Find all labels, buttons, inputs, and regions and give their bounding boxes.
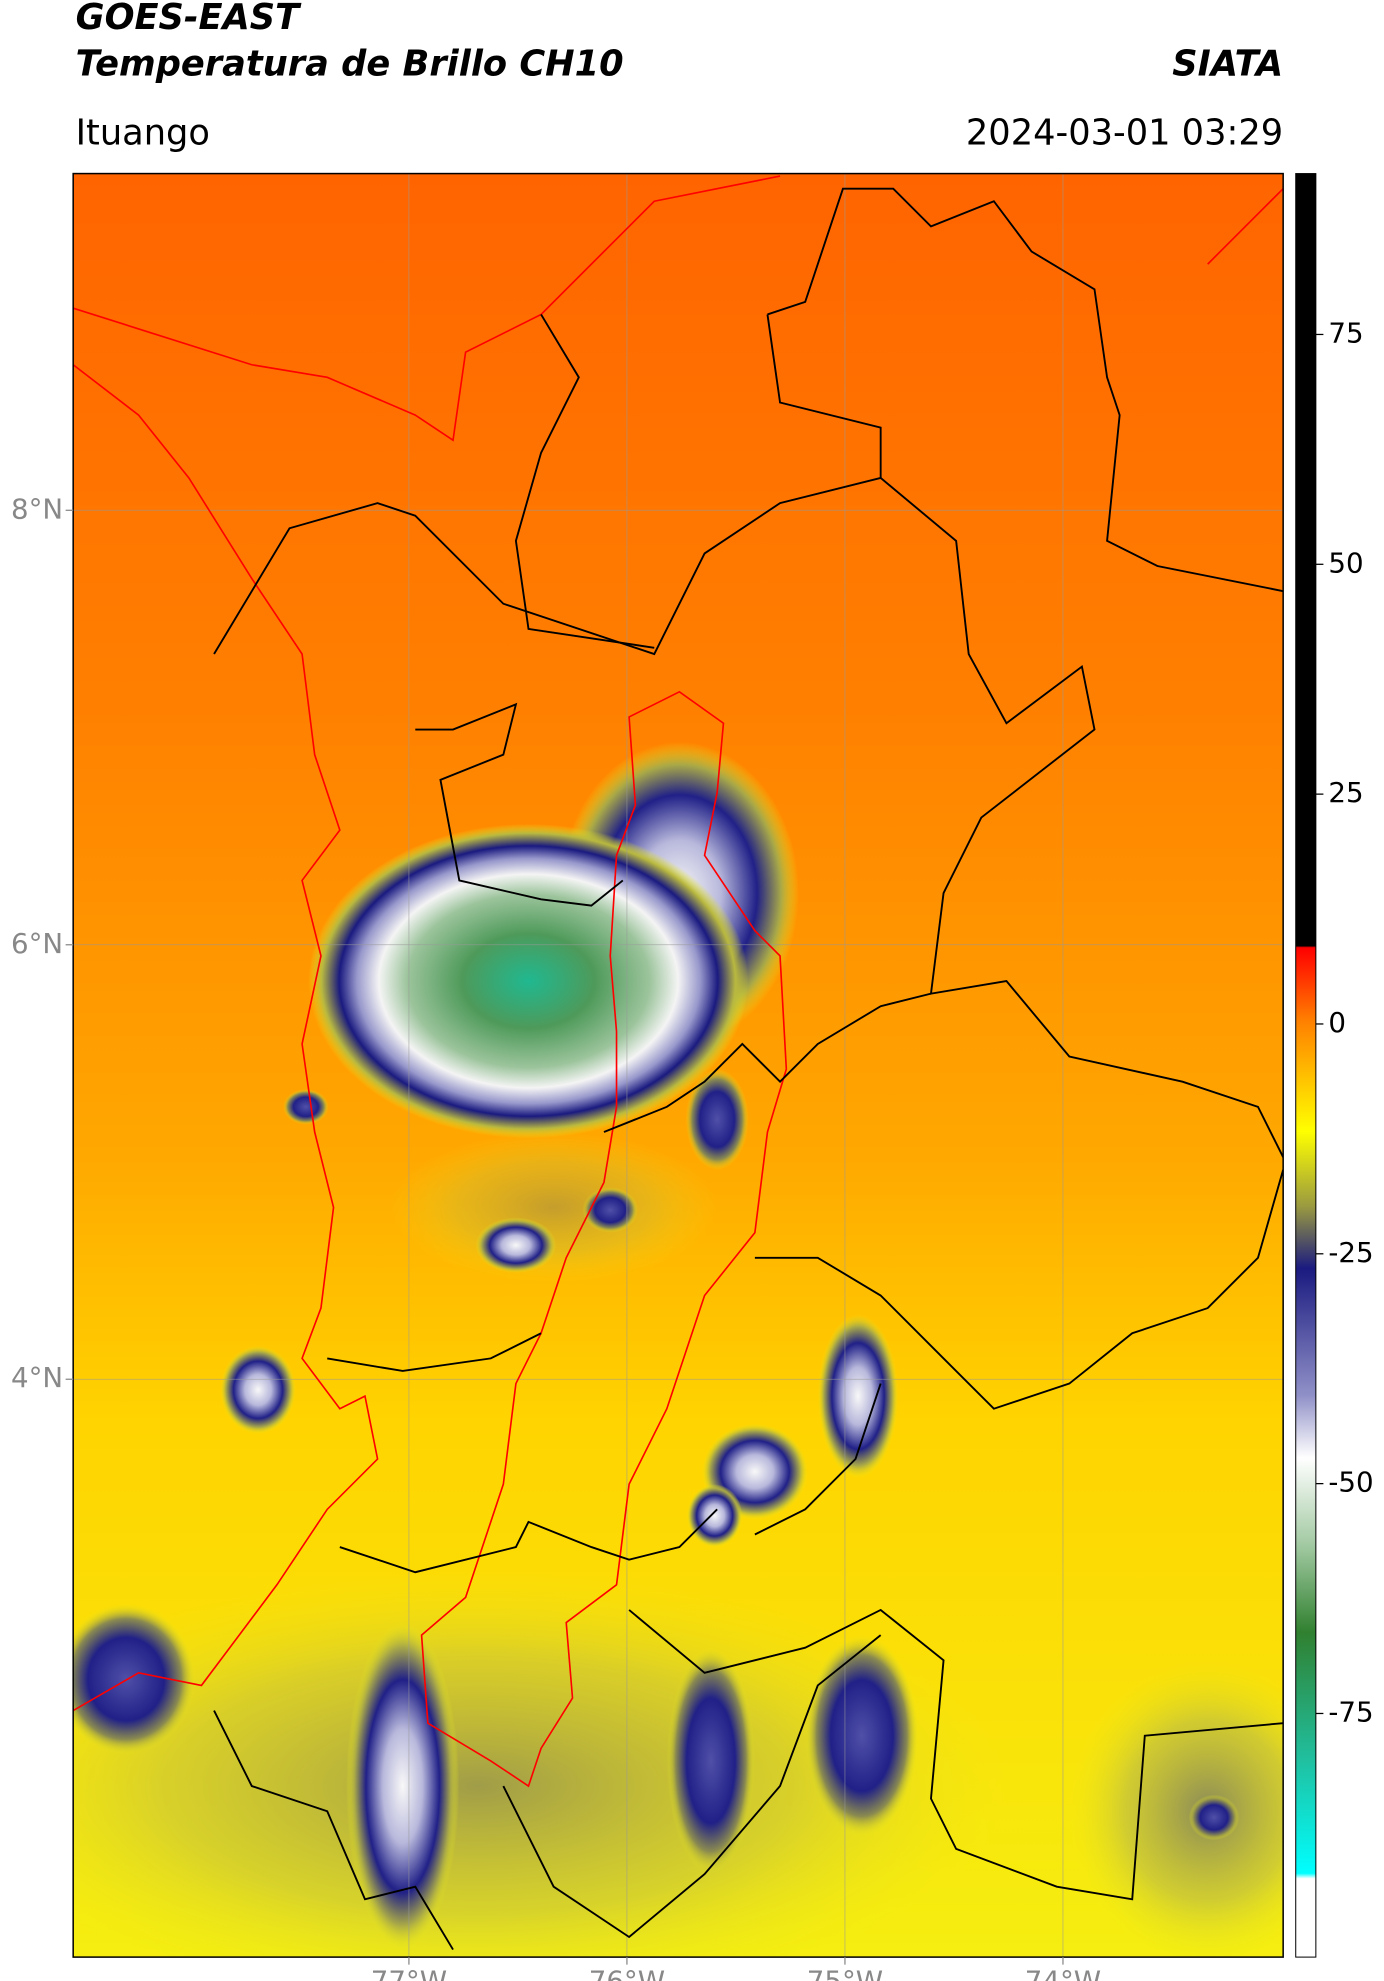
- x-tick-label: 77°W: [371, 1964, 447, 1981]
- x-tick-label: 76°W: [589, 1964, 665, 1981]
- datetime: 2024-03-01 03:29: [966, 113, 1283, 154]
- colorbar-tick-label: -25: [1328, 1236, 1373, 1269]
- coastline: [73, 175, 781, 442]
- x-tick-label: 74°W: [1025, 1964, 1101, 1981]
- map-frame: [72, 172, 1284, 1958]
- grid: [73, 173, 1284, 1958]
- colorbar-ticks: 75 50 25 0 -25 -50 -75: [1315, 316, 1374, 1728]
- department-boundary: [420, 690, 788, 1788]
- border: [213, 1634, 882, 1951]
- border: [766, 314, 882, 478]
- colorbar-tick-label: 25: [1328, 776, 1363, 809]
- title: GOES-EAST: [76, 0, 302, 38]
- colorbar-tick-label: 50: [1328, 546, 1363, 579]
- colorbar-tick-label: 0: [1328, 1006, 1346, 1039]
- border: [213, 476, 1284, 1158]
- colorbar-tick-label: -75: [1328, 1695, 1373, 1728]
- border: [415, 702, 624, 907]
- y-tick-label: 4°N: [11, 1361, 63, 1394]
- colorbar: [1295, 173, 1317, 1958]
- y-tick-label: 8°N: [11, 492, 63, 525]
- colorbar-tick-label: -50: [1328, 1466, 1373, 1499]
- x-tick-label: 75°W: [807, 1964, 883, 1981]
- map-image: [73, 173, 1284, 1958]
- border: [767, 187, 1284, 593]
- coastline: [73, 364, 379, 1712]
- source: SIATA: [1172, 43, 1283, 84]
- border: [327, 1332, 1284, 1901]
- map-ticks: 77°W 76°W 75°W 74°W 8°N 6°N 4°N: [11, 492, 1101, 1981]
- coastline: [1207, 188, 1284, 265]
- border: [514, 313, 655, 649]
- location: Ituango: [76, 113, 210, 154]
- subtitle: Temperatura de Brillo CH10: [76, 43, 624, 84]
- y-tick-label: 6°N: [11, 927, 63, 960]
- colorbar-tick-label: 75: [1328, 316, 1363, 349]
- border: [603, 992, 1284, 1536]
